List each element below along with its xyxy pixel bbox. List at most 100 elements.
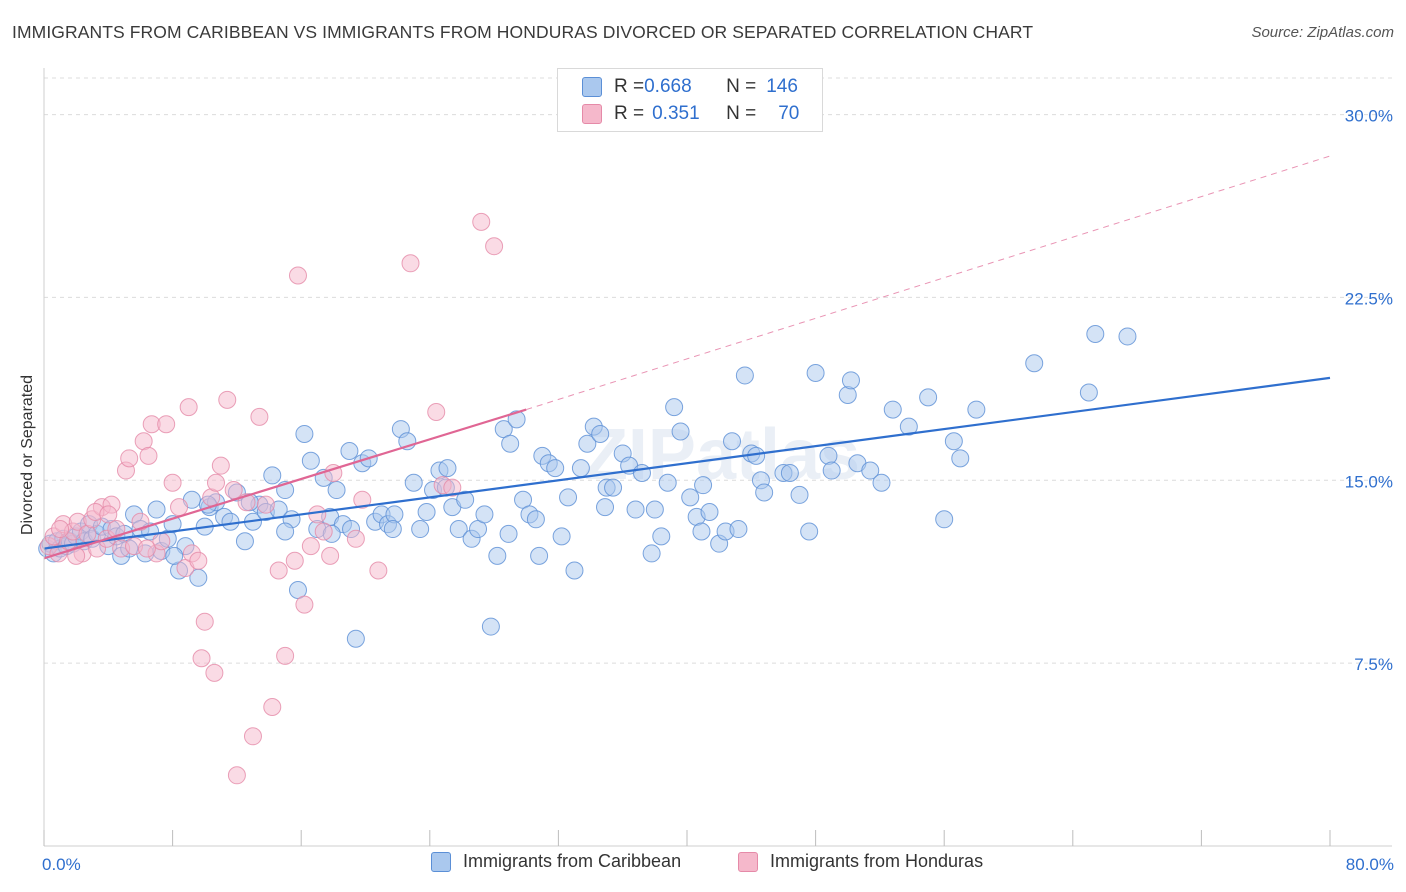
honduras-point [192, 649, 211, 668]
caribbean-point [301, 451, 320, 470]
caribbean-point [626, 500, 645, 519]
caribbean-point [632, 463, 651, 482]
series-legend: Immigrants from Caribbean Immigrants fro… [0, 851, 1406, 877]
caribbean-point [681, 488, 700, 507]
caribbean-point [327, 481, 346, 500]
honduras-point [346, 529, 365, 548]
caribbean-point [221, 512, 240, 531]
caribbean-point [565, 561, 584, 580]
caribbean-point [1079, 383, 1098, 402]
caribbean-point [530, 546, 549, 565]
caribbean-point [383, 520, 402, 539]
honduras-point [107, 520, 126, 539]
caribbean-point [652, 527, 671, 546]
caribbean-point [780, 463, 799, 482]
y-tick-label: 7.5% [1354, 655, 1393, 674]
caribbean-point [967, 400, 986, 419]
honduras-point [301, 537, 320, 556]
honduras-point [227, 766, 246, 785]
caribbean-point [822, 461, 841, 480]
honduras-point [269, 561, 288, 580]
caribbean-point [165, 546, 184, 565]
honduras-point [472, 212, 491, 231]
honduras-point [99, 505, 118, 524]
caribbean-point [1118, 327, 1137, 346]
legend-n-label: N = [726, 76, 757, 97]
caribbean-trendline [43, 376, 1331, 550]
caribbean-point [411, 520, 430, 539]
caribbean-point [546, 459, 565, 478]
caribbean-point [819, 446, 838, 465]
y-tick-label: 22.5% [1345, 289, 1393, 308]
caribbean-point [578, 434, 597, 453]
y-tick-label: 30.0% [1345, 107, 1393, 126]
caribbean-point [872, 473, 891, 492]
caribbean-point [147, 500, 166, 519]
caribbean-point [723, 432, 742, 451]
honduras-point [157, 415, 176, 434]
honduras-point [256, 495, 275, 514]
caribbean-point [417, 502, 436, 521]
legend-r-value: 0.351 [652, 103, 700, 124]
caribbean-point [295, 424, 314, 443]
caribbean-point [1086, 325, 1105, 343]
caribbean-point [263, 466, 282, 485]
honduras-point [224, 481, 243, 500]
caribbean-point [456, 490, 475, 509]
caribbean-point [944, 432, 963, 451]
honduras-point [189, 551, 208, 570]
caribbean-point [790, 485, 809, 504]
caribbean-point [526, 510, 545, 529]
honduras-point [308, 505, 327, 524]
caribbean-point [755, 483, 774, 502]
caribbean-point [404, 473, 423, 492]
legend-r-label: R = [614, 76, 645, 97]
legend-item-honduras[interactable]: Immigrants from Honduras [738, 851, 983, 872]
legend-label-honduras: Immigrants from Honduras [770, 851, 984, 871]
honduras-point [427, 403, 446, 422]
legend-item-caribbean[interactable]: Immigrants from Caribbean [431, 851, 681, 872]
legend-row-honduras: R = 0.351 N = 70 [582, 101, 799, 127]
caribbean-point [935, 510, 954, 529]
honduras-point [211, 456, 230, 475]
caribbean-point [481, 617, 500, 636]
caribbean-point [604, 478, 623, 497]
caribbean-point [501, 434, 520, 453]
caribbean-point [642, 544, 661, 563]
legend-swatch-caribbean [582, 77, 602, 97]
caribbean-point [841, 371, 860, 390]
honduras-point [131, 512, 150, 531]
honduras-point [205, 663, 224, 682]
caribbean-point [658, 473, 677, 492]
legend-r-label: R = [614, 103, 645, 124]
legend-swatch-caribbean [431, 851, 451, 872]
honduras-point [295, 595, 314, 614]
honduras-point [170, 498, 189, 517]
caribbean-point [488, 546, 507, 565]
caribbean-point [700, 502, 719, 521]
caribbean-point [346, 629, 365, 648]
x-tick-label: 0.0% [42, 855, 81, 874]
caribbean-point [507, 410, 526, 429]
caribbean-point [499, 524, 518, 543]
caribbean-point [806, 364, 825, 383]
legend-r-value: 0.668 [644, 76, 692, 97]
caribbean-point [729, 520, 748, 539]
honduras-point [401, 254, 420, 273]
y-axis-label: Divorced or Separated [19, 374, 36, 536]
caribbean-point [596, 498, 615, 517]
legend-n-value: 146 [766, 76, 798, 97]
caribbean-point [571, 459, 590, 478]
caribbean-point [559, 488, 578, 507]
correlation-legend: R = 0.668 N = 146 R = 0.351 N = 70 [557, 68, 823, 132]
caribbean-point [340, 442, 359, 461]
legend-n-value: 70 [778, 103, 800, 124]
honduras-point [218, 390, 237, 409]
caribbean-point [645, 500, 664, 519]
caribbean-point [1025, 354, 1044, 373]
honduras-point [120, 449, 139, 468]
legend-swatch-honduras [582, 104, 602, 124]
honduras-trendline-extension [526, 155, 1331, 411]
honduras-point [321, 546, 340, 565]
